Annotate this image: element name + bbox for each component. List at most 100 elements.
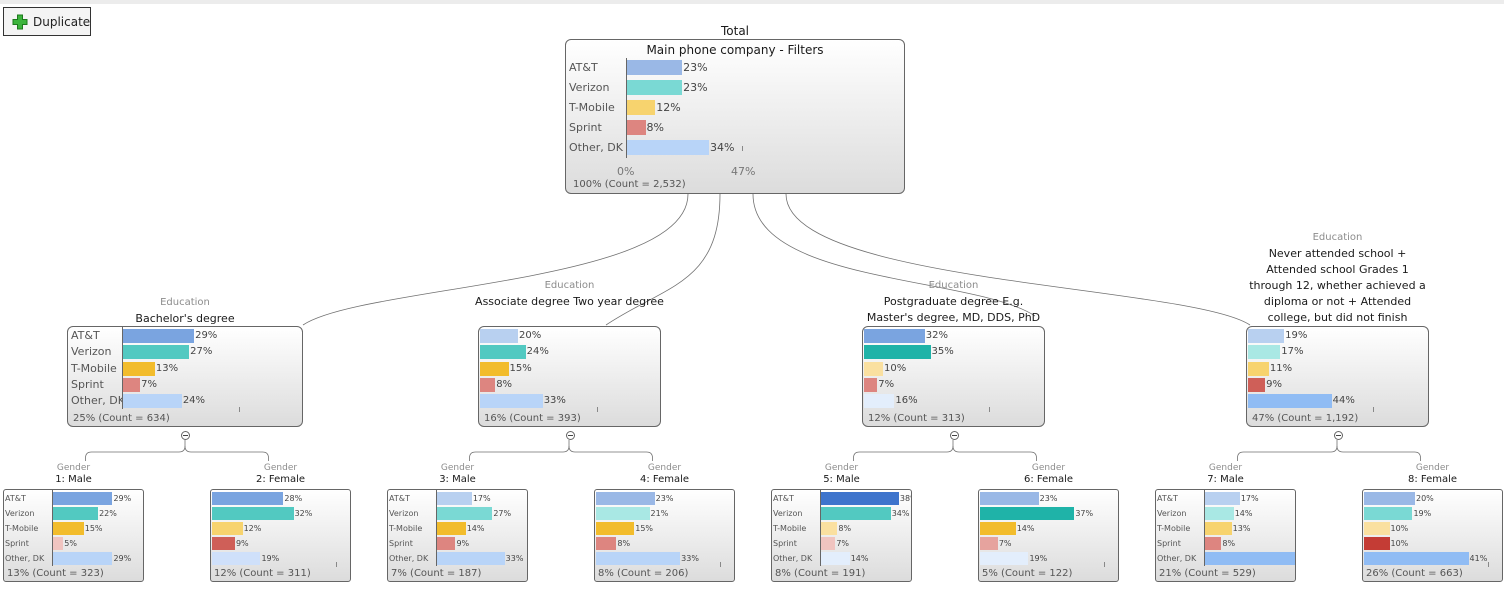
percent-label: 20% [1416,494,1434,503]
bar-att [123,329,195,343]
bar-row-other-dk: Other, DK 33% [388,551,527,566]
percent-label: 32% [925,330,949,341]
root-node[interactable]: Main phone company - Filters AT&T 23% Veriz… [565,39,905,194]
category-label: Verizon [389,509,419,518]
bar-row-t-mobile: 10% [1363,521,1502,536]
gender-node[interactable]: 20% 19% 10% 10% 41% 26% (Count = 663) [1362,489,1503,582]
bar-t-mobile [1205,522,1232,535]
collapse-button[interactable] [181,431,190,440]
node-label: Education Bachelor's degree [80,295,290,327]
category-label: AT&T [773,494,794,503]
bar-row-other-dk: 44% [1247,393,1428,409]
bar-row-verizon: 21% [595,506,734,521]
education-node[interactable]: 20% 24% 15% 8% 33% 16% (Count = 393) [478,326,661,427]
bar-row-t-mobile: 12% [211,521,350,536]
gender-node[interactable]: AT&T 17% Verizon 27% T-Mobile 14% Sprint 9% Othe… [387,489,528,582]
bar-verizon [626,80,683,95]
bar-t-mobile [980,522,1016,535]
gender-node[interactable]: AT&T 29% Verizon 22% T-Mobile 15% Sprint 5% Othe… [3,489,144,582]
bar-row-verizon: Verizon 27% [68,344,302,360]
percent-label: 13% [155,362,179,374]
bar-row-verizon: 17% [1247,344,1428,360]
percent-label: 21% [650,509,669,518]
split-value: Bachelor's degree [135,312,235,325]
bar-row-verizon: Verizon 14% [1156,506,1295,521]
category-label: AT&T [71,329,100,342]
bar-row-other-dk: Other, DK 34% [566,139,904,156]
bar-att [1205,492,1240,505]
bar-verizon [123,345,190,360]
category-label: Other, DK [569,141,623,154]
count-label: 26% (Count = 663) [1366,568,1463,579]
education-node[interactable]: AT&T 29% Verizon 27% T-Mobile 13% Sprint 7% Othe… [67,326,303,427]
bar-verizon [980,507,1075,520]
gender-node[interactable]: AT&T 17% Verizon 14% T-Mobile 13% Sprint 8% Othe… [1155,489,1296,582]
education-node[interactable]: 19% 17% 11% 9% 44% 47% (Count = 1,192) [1246,326,1429,427]
bar-att [437,492,472,505]
percent-label: 8% [617,539,631,548]
bar-sprint [123,377,141,392]
bar-row-other-dk: 19% [211,551,350,566]
percent-label: 9% [235,539,249,548]
connector-line [853,440,954,461]
gender-node[interactable]: AT&T 38% Verizon 34% T-Mobile 8% Sprint 7% Other… [771,489,912,582]
node-label: Gender 5: Male [771,462,912,486]
bar-t-mobile [53,522,84,535]
split-value: 2: Female [255,474,306,485]
bar-sprint [53,537,64,550]
bar-att [821,492,899,505]
percent-label: 5% [64,539,77,548]
split-value: Never attended school + Attended school … [1249,247,1426,324]
count-label: 12% (Count = 311) [214,568,311,579]
bar-row-sprint: Sprint 8% [1156,536,1295,551]
gender-node[interactable]: 23% 37% 14% 7% 19% 5% (Count = 122) [978,489,1119,582]
collapse-button[interactable] [1333,431,1343,440]
collapse-button[interactable] [949,431,959,440]
bar-sprint [821,537,836,550]
category-label: T-Mobile [1157,524,1191,533]
connector-line [785,193,1251,326]
bar-row-att: 20% [1363,491,1502,506]
axis-max-label: 47% [731,165,756,178]
bar-row-att: AT&T 17% [1156,491,1295,506]
connector-line [605,193,721,326]
bar-row-other-dk: Other, DK 14% [772,551,911,566]
category-label: T-Mobile [71,361,117,375]
percent-label: 23% [683,61,708,74]
bar-row-att: AT&T 23% [566,59,904,76]
percent-label: 14% [1234,509,1253,518]
gender-node[interactable]: 23% 21% 15% 8% 33% 8% (Count = 206) [594,489,735,582]
node-label: Gender 4: Female [594,462,735,486]
node-label: Gender 3: Male [387,462,528,486]
connector-line [302,193,689,326]
percent-label: 22% [99,509,117,518]
bar-verizon [596,507,650,520]
percent-label: 38% [899,494,911,503]
bar-row-att: 23% [979,491,1118,506]
bar-other-dk [626,140,709,155]
collapse-button[interactable] [565,431,575,440]
gender-node[interactable]: 28% 32% 12% 9% 19% 12% (Count = 311) [210,489,351,582]
category-label: Verizon [773,509,803,518]
percent-label: 23% [655,494,674,503]
percent-label: 17% [1240,494,1259,503]
bar-row-t-mobile: T-Mobile 12% [566,99,904,116]
duplicate-button[interactable]: Duplicate [3,7,91,36]
bar-row-verizon: Verizon 27% [388,506,527,521]
percent-label: 16% [895,395,918,407]
percent-label: 44% [1332,395,1355,407]
bar-row-sprint: Sprint 5% [4,536,143,551]
bar-row-other-dk: Other, DK 24% [68,393,302,409]
education-node[interactable]: 32% 35% 10% 7% 16% 12% (Count = 313) [862,326,1045,427]
bar-row-att: 23% [595,491,734,506]
percent-label: 27% [493,509,512,518]
category-label: Sprint [389,539,413,548]
bar-t-mobile [437,522,466,535]
bar-t-mobile [596,522,635,535]
count-label: 100% (Count = 2,532) [573,179,686,190]
bar-att [596,492,655,505]
split-variable: Gender [440,463,475,473]
percent-label: 12% [243,524,262,533]
percent-label: 33% [681,554,699,563]
bar-row-verizon: Verizon 22% [4,506,143,521]
